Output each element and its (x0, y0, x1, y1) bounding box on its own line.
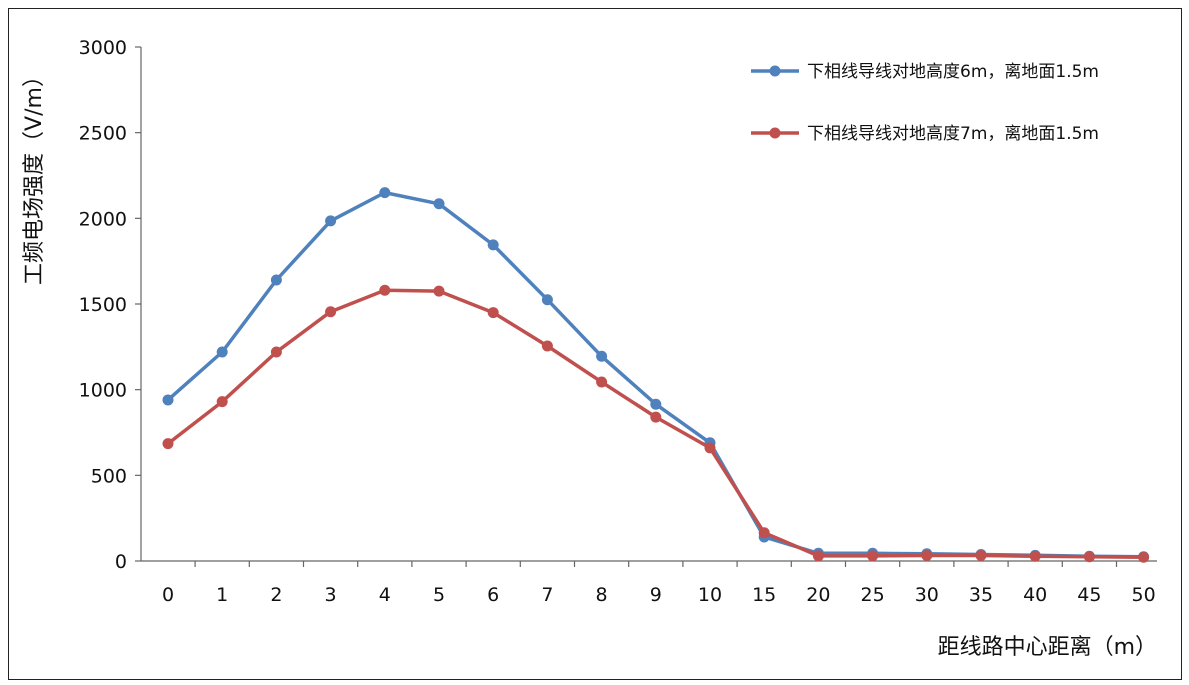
series-line (166, 288, 1146, 559)
x-tick-label: 0 (162, 584, 174, 606)
data-point (758, 527, 770, 539)
y-axis-title: 工频电场强度（V/m） (22, 65, 47, 285)
legend-marker (769, 127, 781, 139)
y-tick-label: 0 (115, 551, 127, 573)
x-axis-title: 距线路中心距离（m） (938, 635, 1157, 660)
data-point (379, 284, 391, 296)
y-tick-label: 3000 (79, 37, 127, 59)
x-tick-label: 3 (325, 584, 337, 606)
data-point (270, 274, 282, 286)
data-point (650, 398, 662, 410)
x-tick-label: 6 (487, 584, 499, 606)
data-point (867, 550, 879, 562)
x-tick-label: 1 (216, 584, 228, 606)
legend: 下相线导线对地高度6m，离地面1.5m 下相线导线对地高度7m，离地面1.5m (751, 62, 1099, 144)
legend-item-2: 下相线导线对地高度7m，离地面1.5m (751, 124, 1099, 144)
data-point (379, 187, 391, 199)
x-tick-label: 2 (270, 584, 282, 606)
data-point (162, 438, 174, 450)
x-tick-label: 40 (1023, 584, 1047, 606)
data-point (541, 340, 553, 352)
data-point (975, 550, 987, 562)
data-point (704, 442, 716, 454)
x-tick-label: 30 (915, 584, 939, 606)
series-1 (162, 187, 1150, 563)
y-tick-label: 2500 (79, 123, 127, 145)
x-tick-label: 9 (650, 584, 662, 606)
data-point (433, 198, 445, 210)
data-point (487, 307, 499, 319)
data-point (1029, 550, 1041, 562)
data-point (216, 396, 228, 408)
y-tick-label: 500 (91, 465, 127, 487)
y-tick-label: 1500 (79, 294, 127, 316)
data-point (921, 550, 933, 562)
data-point (325, 306, 337, 318)
legend-label: 下相线导线对地高度6m，离地面1.5m (807, 62, 1099, 82)
chart-frame: 0 500 1000 1500 2000 2500 3000 0 1 2 3 4 5 6 7 8 9 10 15 20… (8, 8, 1182, 680)
data-point (433, 285, 445, 297)
data-point (325, 215, 337, 227)
data-point (487, 239, 499, 251)
legend-item-1: 下相线导线对地高度6m，离地面1.5m (751, 62, 1099, 82)
data-point (596, 350, 608, 362)
legend-label: 下相线导线对地高度7m，离地面1.5m (807, 124, 1099, 144)
x-tick-label: 8 (596, 584, 608, 606)
series-line (166, 190, 1146, 559)
data-point (541, 294, 553, 306)
x-tick-label: 25 (861, 584, 885, 606)
x-tick-label: 20 (806, 584, 830, 606)
x-tick-label: 4 (379, 584, 391, 606)
series-group (162, 187, 1150, 563)
x-tick-label: 10 (698, 584, 722, 606)
x-tick-label: 5 (433, 584, 445, 606)
data-point (162, 394, 174, 406)
data-point (596, 376, 608, 388)
y-tick-label: 2000 (79, 208, 127, 230)
data-point (812, 550, 824, 562)
data-point (216, 346, 228, 358)
x-tick-label: 15 (752, 584, 776, 606)
data-point (270, 346, 282, 358)
data-point (1138, 551, 1150, 563)
data-point (1083, 551, 1095, 563)
x-tick-label: 35 (969, 584, 993, 606)
x-tick-label: 45 (1077, 584, 1101, 606)
legend-marker (769, 65, 781, 77)
data-point (650, 411, 662, 423)
y-tick-label: 1000 (79, 380, 127, 402)
series-2 (162, 284, 1150, 563)
x-tick-label: 7 (541, 584, 553, 606)
x-tick-label: 50 (1132, 584, 1156, 606)
